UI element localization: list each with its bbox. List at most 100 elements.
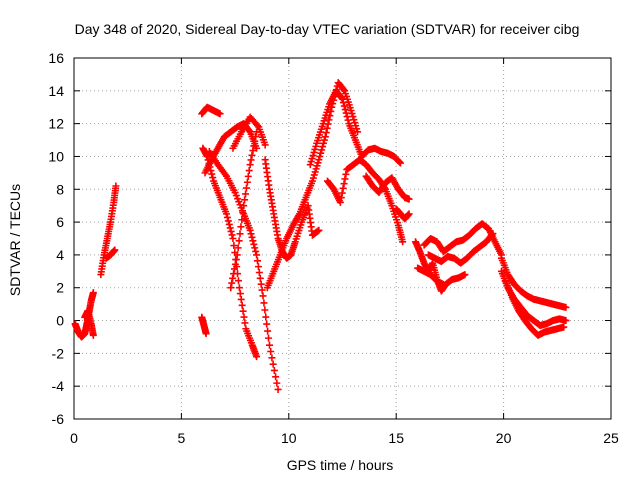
- data-point-marker: [339, 184, 347, 192]
- data-point-marker: [269, 360, 277, 368]
- data-point-marker: [230, 242, 238, 250]
- series-seg-e: [198, 313, 210, 338]
- series-seg-b: [81, 307, 97, 339]
- data-point-marker: [228, 279, 236, 287]
- data-point-marker: [232, 256, 240, 264]
- data-point-marker: [231, 260, 239, 268]
- series-seg-c: [97, 182, 120, 279]
- data-point-marker: [243, 178, 251, 186]
- data-point-marker: [267, 347, 275, 355]
- data-point-marker: [258, 286, 266, 294]
- data-point-marker: [233, 251, 241, 259]
- data-point-marker: [249, 147, 257, 155]
- data-point-marker: [405, 210, 413, 218]
- data-point-marker: [340, 180, 348, 188]
- data-point-marker: [223, 210, 231, 218]
- x-tick-label: 10: [281, 430, 297, 446]
- data-point-marker: [242, 190, 250, 198]
- data-point-marker: [230, 270, 238, 278]
- series-seg-p: [362, 172, 413, 203]
- data-point-marker: [245, 127, 253, 135]
- data-point-marker: [338, 94, 346, 102]
- series-seg-i: [205, 148, 282, 393]
- data-point-marker: [202, 330, 210, 338]
- data-point-marker: [227, 284, 235, 292]
- data-point-marker: [261, 141, 269, 149]
- data-point-marker: [236, 290, 244, 298]
- y-tick-label: 4: [56, 247, 64, 263]
- data-point-marker: [439, 280, 447, 288]
- data-point-marker: [341, 106, 349, 114]
- data-point-marker: [251, 244, 259, 252]
- data-point-marker: [230, 265, 238, 273]
- data-point-marker: [245, 167, 253, 175]
- data-point-marker: [255, 268, 263, 276]
- x-tick-label: 5: [178, 430, 186, 446]
- data-point-marker: [256, 274, 264, 282]
- series-seg-j: [227, 128, 261, 292]
- series-seg-l: [261, 156, 323, 262]
- x-tick-label: 20: [496, 430, 512, 446]
- series-seg-q: [392, 205, 413, 223]
- data-point-marker: [318, 146, 326, 154]
- data-point-marker: [229, 274, 237, 282]
- series-seg-t: [424, 230, 497, 267]
- data-point-marker: [237, 223, 245, 231]
- data-point-marker: [562, 303, 570, 311]
- data-point-marker: [225, 220, 233, 228]
- data-point-marker: [89, 289, 97, 297]
- data-point-marker: [489, 230, 497, 238]
- series-seg-d: [102, 246, 119, 262]
- y-tick-label: 8: [56, 181, 64, 197]
- data-point-marker: [234, 244, 242, 252]
- data-point-marker: [241, 319, 249, 327]
- data-point-marker: [248, 151, 256, 159]
- data-point-marker: [340, 102, 348, 110]
- data-point-marker: [396, 159, 404, 167]
- y-tick-label: 12: [48, 116, 64, 132]
- y-tick-label: 14: [48, 83, 64, 99]
- data-point-marker: [323, 124, 331, 132]
- data-point-marker: [274, 385, 282, 393]
- series-seg-s: [420, 220, 505, 259]
- data-point-marker: [270, 366, 278, 374]
- data-point-marker: [273, 379, 281, 387]
- data-point-marker: [246, 161, 254, 169]
- data-point-marker: [234, 277, 242, 285]
- data-point-marker: [488, 231, 496, 239]
- data-point-marker: [244, 172, 252, 180]
- data-point-marker: [265, 334, 273, 342]
- data-point-marker: [235, 284, 243, 292]
- data-point-marker: [208, 170, 216, 178]
- data-point-marker: [319, 139, 327, 147]
- data-point-marker: [253, 251, 261, 259]
- data-point-marker: [336, 198, 344, 206]
- chart-title: Day 348 of 2020, Sidereal Day-to-day VTE…: [75, 21, 580, 37]
- data-point-marker: [251, 137, 259, 145]
- data-point-marker: [226, 224, 234, 232]
- data-point-marker: [261, 306, 269, 314]
- data-point-marker: [560, 323, 568, 331]
- data-point-marker: [342, 109, 350, 117]
- data-point-marker: [239, 209, 247, 217]
- y-axis-label: SDTVAR / TECUs: [7, 184, 23, 296]
- data-point-marker: [235, 237, 243, 245]
- data-point-marker: [239, 307, 247, 315]
- data-point-marker: [254, 122, 262, 130]
- data-point-marker: [262, 313, 270, 321]
- x-axis-label: GPS time / hours: [287, 457, 394, 473]
- data-point-marker: [111, 246, 119, 254]
- y-tick-label: 6: [56, 214, 64, 230]
- data-point-marker: [405, 195, 413, 203]
- data-point-marker: [257, 280, 265, 288]
- data-point-marker: [250, 240, 258, 248]
- data-point-marker: [236, 230, 244, 238]
- x-tick-label: 15: [388, 430, 404, 446]
- data-point-marker: [253, 353, 261, 361]
- data-point-marker: [342, 170, 350, 178]
- data-point-marker: [254, 257, 262, 265]
- data-point-marker: [227, 227, 235, 235]
- data-point-marker: [241, 196, 249, 204]
- data-point-marker: [264, 327, 272, 335]
- data-point-marker: [229, 235, 237, 242]
